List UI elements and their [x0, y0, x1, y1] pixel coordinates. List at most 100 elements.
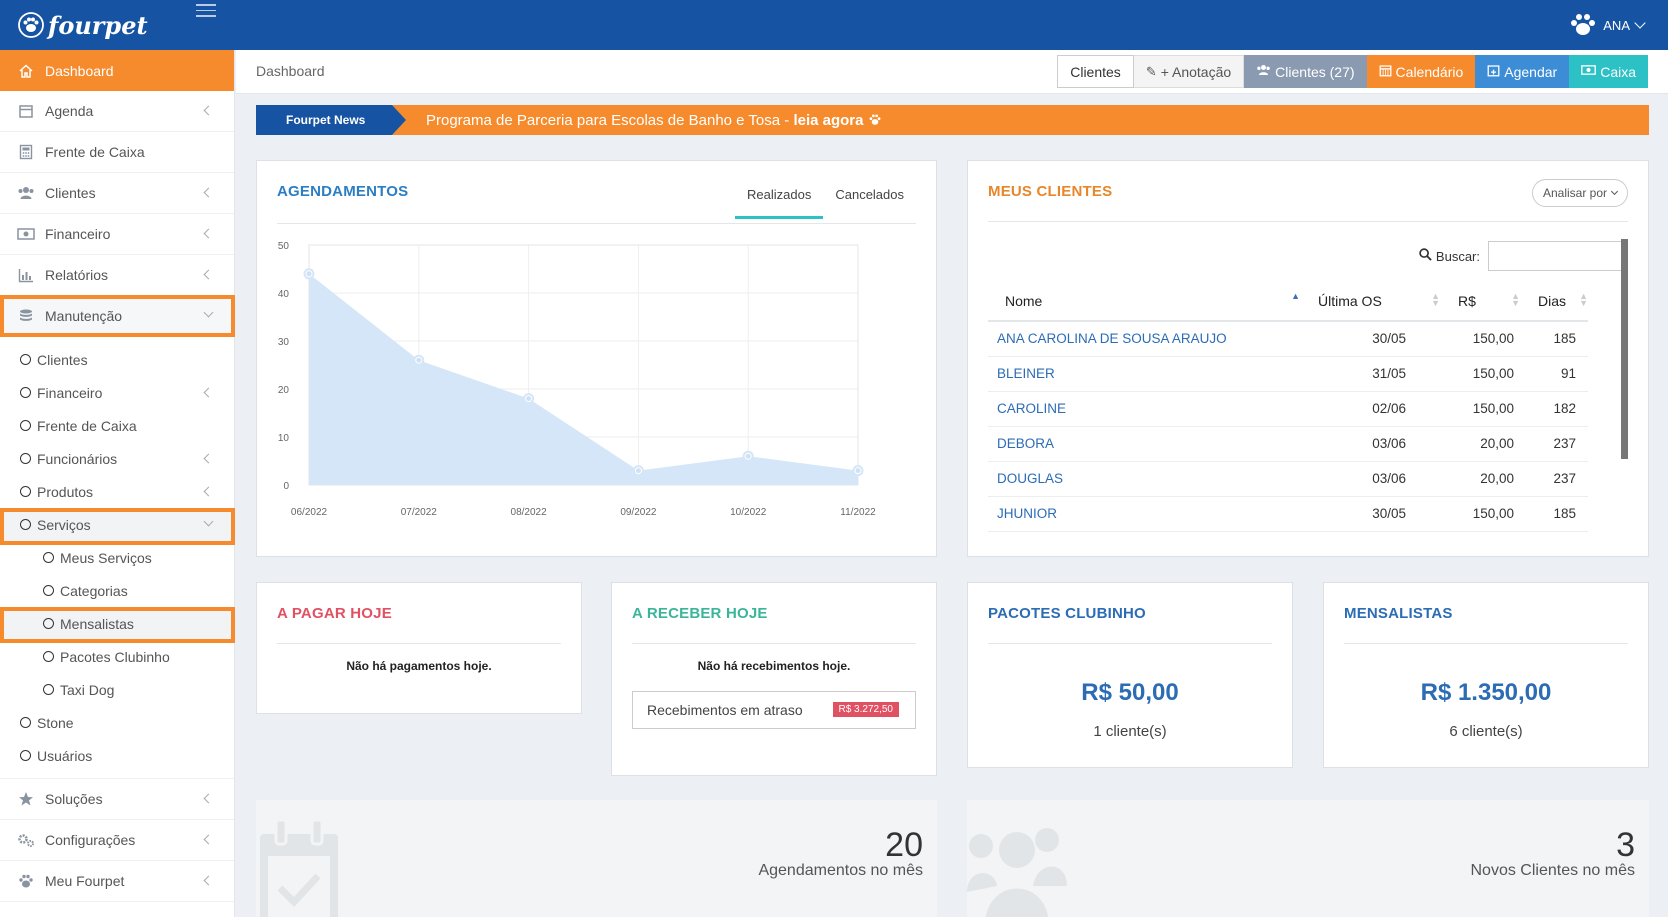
sidebar-sub-mensalistas[interactable]: Mensalistas [0, 607, 234, 640]
col-ultima-os[interactable]: Última OS ▲ ▼ [1306, 281, 1446, 322]
cell-dias: 237 [1526, 426, 1588, 462]
sidebar-sub-funcionarios[interactable]: Funcionários [0, 442, 234, 475]
sidebar-sub-label: Clientes [37, 351, 88, 368]
x-tick-label: 08/2022 [511, 507, 548, 518]
sidebar-sub-label: Usuários [37, 747, 93, 764]
col-valor[interactable]: R$ ▲ ▼ [1446, 281, 1526, 322]
news-bar[interactable]: Fourpet News Programa de Parceria para E… [256, 105, 1649, 135]
sidebar-item-agenda[interactable]: Agenda [0, 91, 234, 132]
sidebar-sub-usuarios[interactable]: Usuários [0, 739, 234, 772]
recebimentos-em-atraso-button[interactable]: Recebimentos em atraso R$ 3.272,50 [632, 691, 916, 729]
cell-ultima-os: 30/05 [1306, 496, 1446, 532]
agendamentos-mes-label: Agendamentos no mês [758, 862, 923, 879]
sidebar-sub-servicos[interactable]: Serviços [0, 508, 234, 541]
circle-icon [20, 420, 31, 431]
sidebar-sub-categorias[interactable]: Categorias [0, 574, 234, 607]
cell-nome[interactable]: JHUNIOR [988, 496, 1306, 532]
cell-nome[interactable]: DEBORA [988, 426, 1306, 462]
sidebar-sub-meus-servicos[interactable]: Meus Serviços [0, 541, 234, 574]
anotacao-button[interactable]: ✎ + Anotação [1133, 55, 1245, 88]
data-point-core [416, 357, 422, 363]
sidebar-item-relatorios[interactable]: Relatórios [0, 255, 234, 296]
table-row[interactable]: DEBORA 03/06 20,00 237 [988, 426, 1588, 462]
pacotes-clubinho-panel: PACOTES CLUBINHO R$ 50,00 1 cliente(s) [967, 582, 1293, 768]
star-icon [17, 791, 35, 807]
cell-valor: 150,00 [1446, 356, 1526, 392]
sidebar-item-configuracoes[interactable]: Configurações [0, 820, 234, 861]
calculator-icon [17, 144, 35, 160]
table-row[interactable]: BLEINER 31/05 150,00 91 [988, 356, 1588, 392]
sidebar-item-dashboard[interactable]: Dashboard [0, 50, 234, 91]
cell-valor: 20,00 [1446, 426, 1526, 462]
caixa-button[interactable]: Caixa [1569, 55, 1648, 88]
data-point-core [526, 396, 532, 402]
cell-valor: 150,00 [1446, 321, 1526, 357]
chevron-left-icon [203, 269, 214, 280]
chevron-down-icon [203, 307, 214, 318]
sidebar-sub-label: Mensalistas [60, 615, 134, 632]
sidebar-sub-produtos[interactable]: Produtos [0, 475, 234, 508]
a-receber-hoje-panel: A RECEBER HOJE Não há recebimentos hoje.… [611, 582, 937, 776]
a-pagar-hoje-panel: A PAGAR HOJE Não há pagamentos hoje. [256, 582, 582, 714]
y-tick-label: 20 [278, 385, 290, 396]
content-header: Dashboard Clientes ✎ + Anotação Clientes … [236, 50, 1668, 94]
cell-nome[interactable]: DOUGLAS [988, 461, 1306, 497]
clientes-count-button[interactable]: Clientes (27) [1244, 55, 1367, 88]
clientes-button[interactable]: Clientes [1057, 55, 1134, 88]
table-header-row: Nome ▲ Última OS ▲ ▼ R$ ▲ ▼ Dias ▲ ▼ [988, 281, 1588, 322]
menu-toggle-icon[interactable] [196, 4, 216, 20]
table-row[interactable]: ANA CAROLINA DE SOUSA ARAUJO 30/05 150,00 1… [988, 321, 1588, 357]
table-row[interactable]: DOUGLAS 03/06 20,00 237 [988, 461, 1588, 497]
col-nome[interactable]: Nome ▲ [988, 281, 1306, 322]
home-icon [17, 63, 35, 79]
agendar-label: Agendar [1504, 63, 1558, 80]
pacotes-value: R$ 50,00 [1081, 679, 1179, 706]
sidebar-item-clientes[interactable]: Clientes [0, 173, 234, 214]
action-toolbar: Clientes ✎ + Anotação Clientes (27) Calen… [1057, 55, 1648, 88]
calendario-button[interactable]: Calendário [1366, 55, 1476, 88]
col-dias[interactable]: Dias ▲ ▼ [1526, 281, 1588, 322]
sidebar-item-frente-de-caixa[interactable]: Frente de Caixa [0, 132, 234, 173]
sidebar-item-manutencao[interactable]: Manutenção [0, 296, 234, 337]
paw-icon [868, 112, 882, 129]
sidebar-sub-financeiro[interactable]: Financeiro [0, 376, 234, 409]
y-tick-label: 10 [278, 433, 290, 444]
table-row[interactable]: JHUNIOR 30/05 150,00 185 [988, 496, 1588, 532]
news-link[interactable]: leia agora [793, 112, 864, 129]
cell-nome[interactable]: CAROLINE [988, 391, 1306, 427]
fourpet-logo[interactable]: fourpet [18, 10, 148, 40]
sidebar-sub-taxi-dog[interactable]: Taxi Dog [0, 673, 234, 706]
novos-clientes-mes-count: 3 [1616, 826, 1635, 864]
meus-clientes-panel: MEUS CLIENTES Analisar por Buscar: Nome ▲… [967, 160, 1649, 557]
calendar-icon [17, 103, 35, 119]
sidebar-sub-stone[interactable]: Stone [0, 706, 234, 739]
y-tick-label: 0 [283, 481, 289, 492]
sidebar-item-financeiro[interactable]: Financeiro [0, 214, 234, 255]
cell-ultima-os: 02/06 [1306, 391, 1446, 427]
table-row[interactable]: CAROLINE 02/06 150,00 182 [988, 391, 1588, 427]
a-receber-msg: Não há recebimentos hoje. [697, 659, 851, 673]
tab-realizados[interactable]: Realizados [735, 179, 824, 219]
search-input[interactable] [1488, 241, 1628, 271]
sidebar-sub-frente-de-caixa[interactable]: Frente de Caixa [0, 409, 234, 442]
cell-dias: 185 [1526, 496, 1588, 532]
tab-cancelados[interactable]: Cancelados [835, 187, 904, 202]
sidebar-item-meu-fourpet[interactable]: Meu Fourpet [0, 861, 234, 902]
sidebar-sub-pacotes-clubinho[interactable]: Pacotes Clubinho [0, 640, 234, 673]
table-scrollbar[interactable] [1621, 239, 1628, 459]
cell-nome[interactable]: ANA CAROLINA DE SOUSA ARAUJO [988, 321, 1306, 357]
clientes-count-label: Clientes (27) [1275, 63, 1355, 80]
circle-icon [43, 552, 54, 563]
meus-clientes-divider [988, 221, 1628, 222]
sidebar-item-solucoes[interactable]: Soluções [0, 779, 234, 820]
search-label: Buscar: [1435, 248, 1480, 264]
a-pagar-divider [277, 643, 561, 644]
circle-icon [20, 387, 31, 398]
sidebar-sub-clientes[interactable]: Clientes [0, 343, 234, 376]
sidebar-sub-label: Categorias [60, 582, 128, 599]
agendar-button[interactable]: Agendar [1475, 55, 1570, 88]
overdue-badge: R$ 3.272,50 [832, 702, 899, 717]
analisar-por-dropdown[interactable]: Analisar por [1531, 179, 1628, 207]
user-menu[interactable]: ANA [1569, 12, 1646, 38]
cell-nome[interactable]: BLEINER [988, 356, 1306, 392]
